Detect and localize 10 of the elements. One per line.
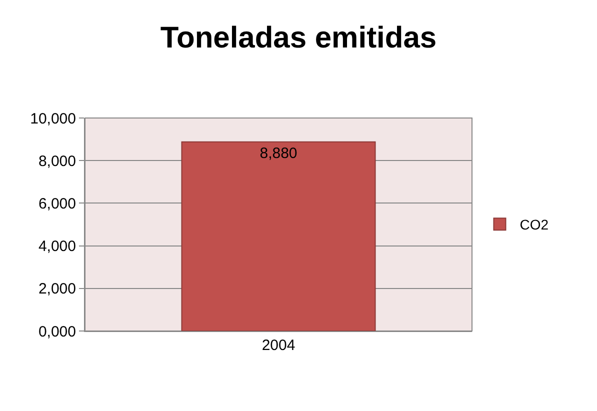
y-tick-label: 0,000 [38,323,76,340]
x-tick-label: 2004 [262,337,296,354]
data-label: 8,880 [260,144,298,162]
y-tick-label: 6,000 [38,195,76,212]
y-tick-label: 4,000 [38,238,76,256]
chart-title: Toneladas emitidas [160,21,437,54]
legend-label: CO2 [520,216,549,233]
y-tick-label: 8,000 [38,152,76,170]
y-tick-label: 10,000 [30,110,76,128]
y-tick-label: 2,000 [38,280,76,298]
